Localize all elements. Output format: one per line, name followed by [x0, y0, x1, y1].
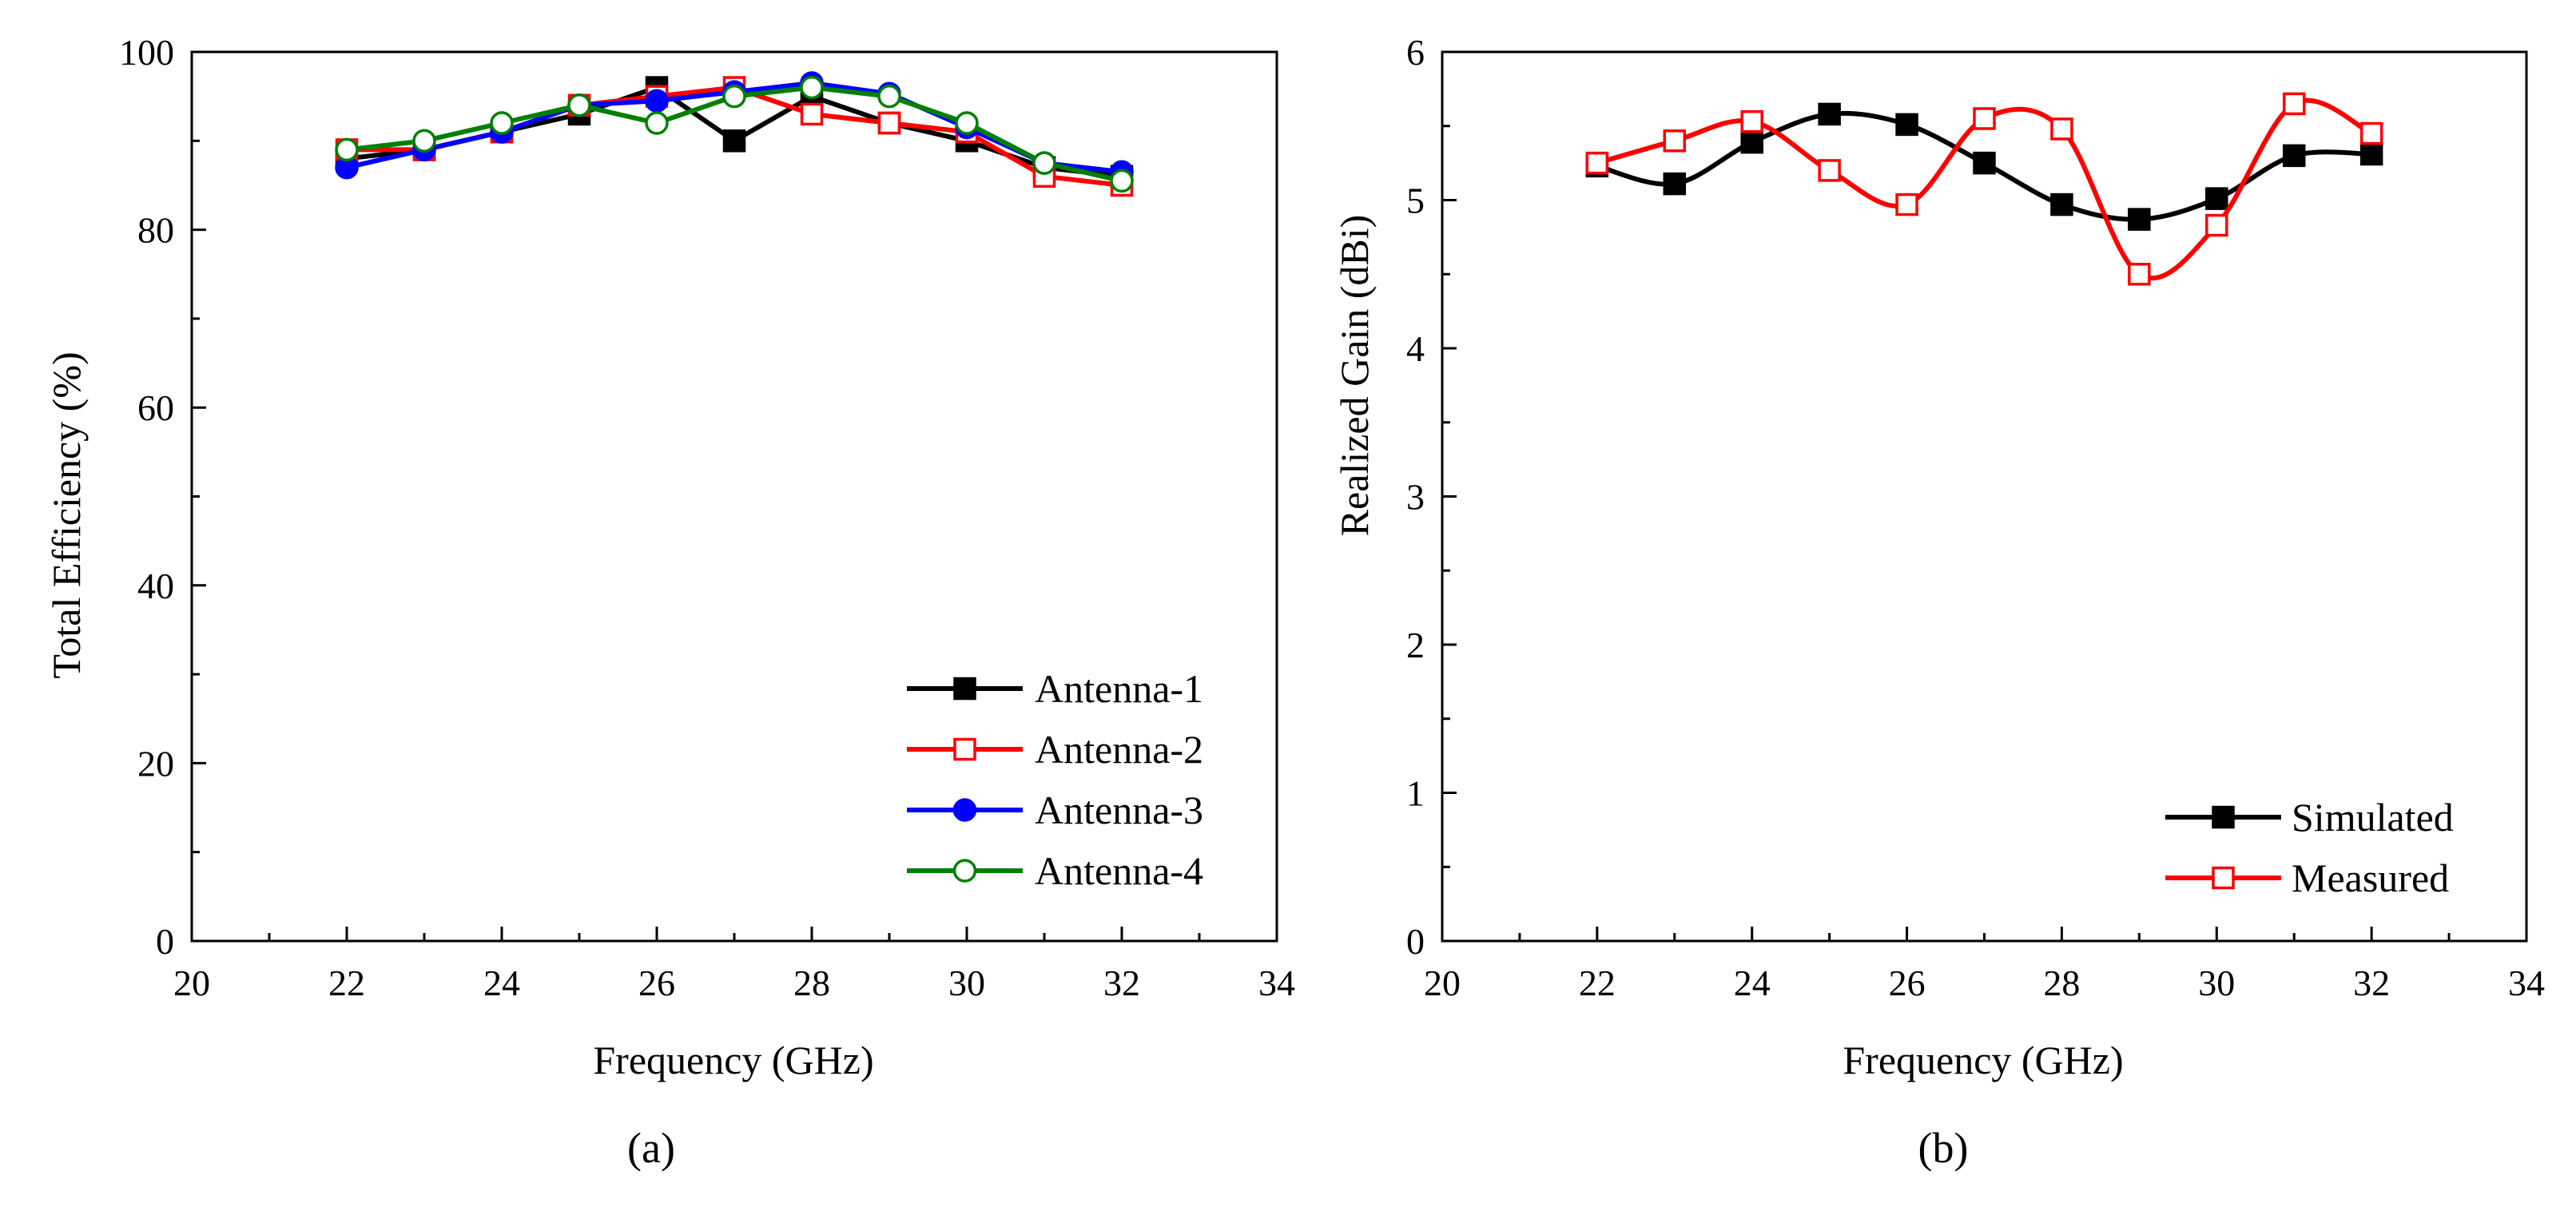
efficiency-x-tick-label: 20 [173, 963, 210, 1003]
efficiency-x-tick-label: 24 [483, 963, 520, 1003]
gain-y-tick-label: 4 [1406, 328, 1425, 369]
gain-x-tick-label: 26 [1889, 963, 1926, 1003]
gain-y-tick-label: 2 [1406, 625, 1425, 665]
efficiency-series-4-point [1032, 151, 1056, 175]
efficiency-x-tick-label: 30 [948, 963, 985, 1003]
efficiency-y-tick-label: 80 [137, 210, 174, 251]
gain-series-1-point [2050, 193, 2073, 216]
gain-x-tick-label: 34 [2508, 963, 2545, 1003]
efficiency-series-4-point [800, 75, 824, 100]
efficiency-legend-label: Antenna-1 [1035, 666, 1203, 711]
gain-series-1-point [1818, 102, 1841, 126]
gain-series-2-point [2128, 263, 2151, 286]
efficiency-series-1-point [722, 129, 746, 153]
efficiency-series-4-point [1110, 169, 1134, 193]
gain-y-tick-label: 0 [1406, 921, 1425, 962]
gain-series-1-point [2128, 208, 2151, 231]
gain-legend-marker [2212, 866, 2235, 890]
efficiency-x-tick-label: 34 [1258, 963, 1295, 1003]
gain-x-tick-label: 20 [1424, 963, 1461, 1003]
gain-y-tick-label: 5 [1406, 181, 1425, 221]
efficiency-y-tick-label: 100 [119, 32, 174, 73]
efficiency-x-tick-label: 28 [793, 963, 830, 1003]
gain-legend-marker [2212, 805, 2235, 829]
efficiency-legend-label: Antenna-2 [1035, 727, 1203, 772]
efficiency-x-tick-label: 32 [1103, 963, 1140, 1003]
efficiency-y-tick-label: 20 [137, 743, 174, 784]
gain-legend-label: Measured [2292, 856, 2449, 900]
gain-series-2-point [2359, 121, 2383, 145]
gain-series-1-point [2205, 187, 2228, 210]
gain-series-2-point [1585, 151, 1609, 175]
efficiency-series-4-point [955, 111, 979, 135]
efficiency-series-4-point [877, 84, 901, 109]
efficiency-legend-label: Antenna-4 [1035, 848, 1203, 893]
gain-series-1-point [1740, 130, 1763, 154]
panel-label-a: (a) [627, 1124, 675, 1172]
gain-series-2-point [1973, 107, 1996, 130]
efficiency-series-2-point [877, 111, 901, 135]
panel-label-b: (b) [1918, 1124, 1969, 1172]
efficiency-y-tick-label: 60 [137, 387, 174, 428]
gain-x-tick-label: 22 [1579, 963, 1616, 1003]
gain-legend-label: Simulated [2292, 795, 2454, 840]
gain-series-2-point [1818, 159, 1841, 182]
gain-x-tick-label: 28 [2043, 963, 2080, 1003]
gain-legend: Simulated Measured [2165, 795, 2454, 900]
efficiency-x-axis-title: Frequency (GHz) [593, 1038, 873, 1082]
gain-x-tick-label: 24 [1734, 963, 1771, 1003]
efficiency-legend-marker [952, 859, 977, 883]
efficiency-legend-marker [952, 798, 977, 822]
gain-x-tick-label: 32 [2353, 963, 2390, 1003]
efficiency-legend-marker [953, 677, 976, 701]
gain-series-2-point [2282, 92, 2306, 116]
efficiency-legend-label: Antenna-3 [1035, 788, 1203, 832]
gain-y-tick-label: 1 [1406, 773, 1425, 814]
gain-series-1-point [1895, 113, 1918, 137]
gain-y-tick-label: 6 [1406, 32, 1425, 73]
gain-series-1-point [1663, 172, 1687, 196]
gain-series-2-point [1663, 129, 1687, 153]
gain-x-tick-label: 30 [2198, 963, 2235, 1003]
efficiency-series-2-point [800, 102, 824, 126]
gain-series-2-point [2205, 213, 2228, 237]
efficiency-series-4-point [645, 111, 669, 135]
efficiency-series-4-point [567, 93, 591, 117]
efficiency-series-3-point [645, 89, 669, 113]
efficiency-x-tick-label: 22 [328, 963, 365, 1003]
gain-y-axis-title: Realized Gain (dBi) [1332, 215, 1377, 537]
efficiency-series-4-point [412, 129, 436, 153]
efficiency-y-tick-label: 0 [156, 921, 174, 962]
gain-x-axis-title: Frequency (GHz) [1843, 1038, 2123, 1082]
gain-y-tick-label: 3 [1406, 477, 1425, 518]
gain-series-1-point [2282, 144, 2306, 168]
gain-series-2-point [1740, 109, 1763, 133]
gain-series-2-point [1895, 193, 1918, 216]
efficiency-y-axis-title: Total Efficiency (%) [44, 351, 89, 678]
gain-series-1-point [2359, 142, 2383, 166]
efficiency-series-4-point [490, 111, 514, 135]
efficiency-legend: Antenna-1 Antenna-2 Antenna-3 Antenna-4 [907, 666, 1203, 893]
efficiency-series-4-point [722, 84, 746, 109]
gain-series-2-point [2050, 117, 2073, 141]
gain-series-1-point [1973, 151, 1996, 175]
efficiency-legend-marker [953, 737, 976, 761]
efficiency-y-tick-label: 40 [137, 566, 174, 606]
efficiency-series-4-point [335, 137, 359, 162]
efficiency-x-tick-label: 26 [638, 963, 675, 1003]
